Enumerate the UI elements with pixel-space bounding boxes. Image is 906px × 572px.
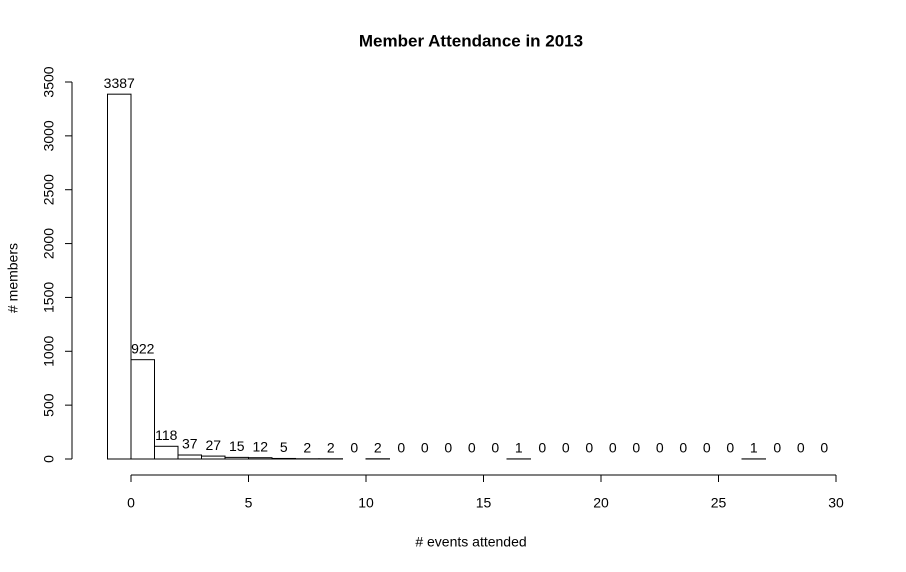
- data-label: 0: [538, 440, 546, 456]
- y-tick-label: 3000: [41, 120, 57, 151]
- y-tick-label: 500: [41, 393, 57, 417]
- data-label: 1: [515, 440, 523, 456]
- data-label: 1: [750, 440, 758, 456]
- x-tick-label: 20: [593, 495, 609, 511]
- data-label: 0: [773, 440, 781, 456]
- data-label: 0: [820, 440, 828, 456]
- data-label: 0: [679, 440, 687, 456]
- data-label: 2: [327, 439, 335, 455]
- y-tick-label: 2000: [41, 228, 57, 259]
- data-label: 0: [562, 440, 570, 456]
- x-tick-label: 25: [711, 495, 727, 511]
- x-tick-label: 0: [127, 495, 135, 511]
- data-label: 37: [182, 436, 198, 452]
- data-label: 0: [444, 440, 452, 456]
- data-label: 0: [726, 440, 734, 456]
- data-label: 0: [421, 440, 429, 456]
- y-tick-label: 0: [41, 455, 57, 463]
- data-label: 2: [374, 439, 382, 455]
- data-label: 118: [155, 427, 178, 443]
- data-label: 0: [632, 440, 640, 456]
- bar: [130, 359, 155, 460]
- data-label: 27: [205, 437, 221, 453]
- data-label: 3387: [104, 75, 135, 91]
- data-label: 922: [131, 340, 155, 356]
- bar: [224, 456, 249, 460]
- data-label: 0: [491, 440, 499, 456]
- y-tick-label: 2500: [41, 174, 57, 205]
- y-tick-label: 1500: [41, 282, 57, 313]
- data-label: 0: [468, 440, 476, 456]
- chart-title: Member Attendance in 2013: [359, 31, 583, 50]
- x-axis-label: # events attended: [415, 534, 526, 550]
- data-label: 2: [303, 439, 311, 455]
- bar: [154, 445, 179, 460]
- data-label: 0: [585, 440, 593, 456]
- y-tick-label: 3500: [41, 66, 57, 97]
- x-tick-label: 15: [476, 495, 492, 511]
- data-label: 0: [397, 440, 405, 456]
- bar: [248, 457, 273, 460]
- x-tick-label: 30: [828, 495, 844, 511]
- data-label: 5: [280, 439, 288, 455]
- y-tick-label: 1000: [41, 336, 57, 367]
- bar: [177, 454, 202, 460]
- bar: [107, 93, 132, 460]
- bar: [201, 455, 226, 460]
- y-axis-label: # members: [5, 243, 21, 313]
- bar: [271, 457, 296, 460]
- data-label: 0: [797, 440, 805, 456]
- x-tick-label: 5: [245, 495, 253, 511]
- data-label: 15: [229, 438, 245, 454]
- data-label: 12: [252, 438, 268, 454]
- x-tick-label: 10: [358, 495, 374, 511]
- data-label: 0: [703, 440, 711, 456]
- data-label: 0: [656, 440, 664, 456]
- data-label: 0: [350, 440, 358, 456]
- data-label: 0: [609, 440, 617, 456]
